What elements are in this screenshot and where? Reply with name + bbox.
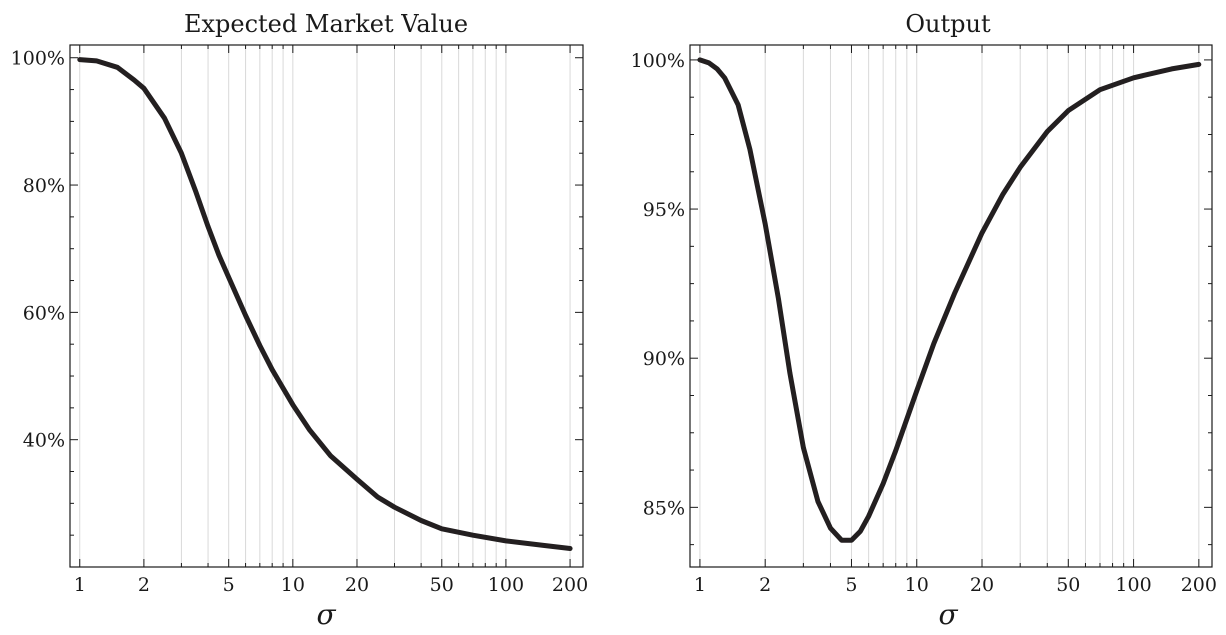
x-axis-label: σ [316, 598, 336, 631]
x-tick-label: 100 [488, 574, 524, 596]
y-tick-label: 60% [23, 302, 65, 324]
x-tick-label: 10 [905, 574, 929, 596]
series-line-group [77, 57, 573, 551]
x-tick-label: 20 [970, 574, 994, 596]
panel-output: Output 1 2 5 10 20 50 100 200 85% 90% 95% 100% σ [631, 10, 1217, 631]
x-tick-label: 2 [138, 574, 150, 596]
y-tick-label: 40% [23, 430, 65, 452]
y-tick-label: 90% [643, 348, 685, 370]
y-tick-label: 85% [643, 497, 685, 519]
series-line [697, 57, 1202, 543]
x-tick-label: 2 [759, 574, 771, 596]
x-tick-label: 1 [694, 574, 706, 596]
plot-frame [689, 44, 1213, 568]
series-line-group [697, 57, 1202, 543]
x-tick-label: 1 [74, 574, 86, 596]
chart-title: Expected Market Value [184, 10, 468, 38]
y-tick-label: 100% [11, 48, 65, 70]
x-tick-label: 50 [1056, 574, 1080, 596]
y-tick-label: 100% [631, 50, 685, 72]
axes: 1 2 5 10 20 50 100 200 40% 60% 80% 100% [11, 44, 588, 596]
panel-expected-market-value: Expected Market Value 1 2 5 10 20 50 100 200 40%… [11, 10, 589, 631]
y-tick-label: 80% [23, 175, 65, 197]
plot-frame [69, 44, 584, 568]
x-tick-label: 100 [1115, 574, 1151, 596]
axes: 1 2 5 10 20 50 100 200 85% 90% 95% 100% [631, 44, 1217, 596]
x-tick-label: 5 [845, 574, 857, 596]
grid [79, 45, 571, 567]
x-tick-label: 200 [552, 574, 588, 596]
series-line [77, 57, 573, 551]
x-tick-label: 10 [281, 574, 305, 596]
x-tick-label: 50 [430, 574, 454, 596]
x-tick-label: 5 [223, 574, 235, 596]
x-tick-label: 200 [1181, 574, 1217, 596]
y-tick-label: 95% [643, 199, 685, 221]
chart-title: Output [905, 10, 991, 38]
x-tick-label: 20 [345, 574, 369, 596]
x-axis-label: σ [938, 598, 958, 631]
